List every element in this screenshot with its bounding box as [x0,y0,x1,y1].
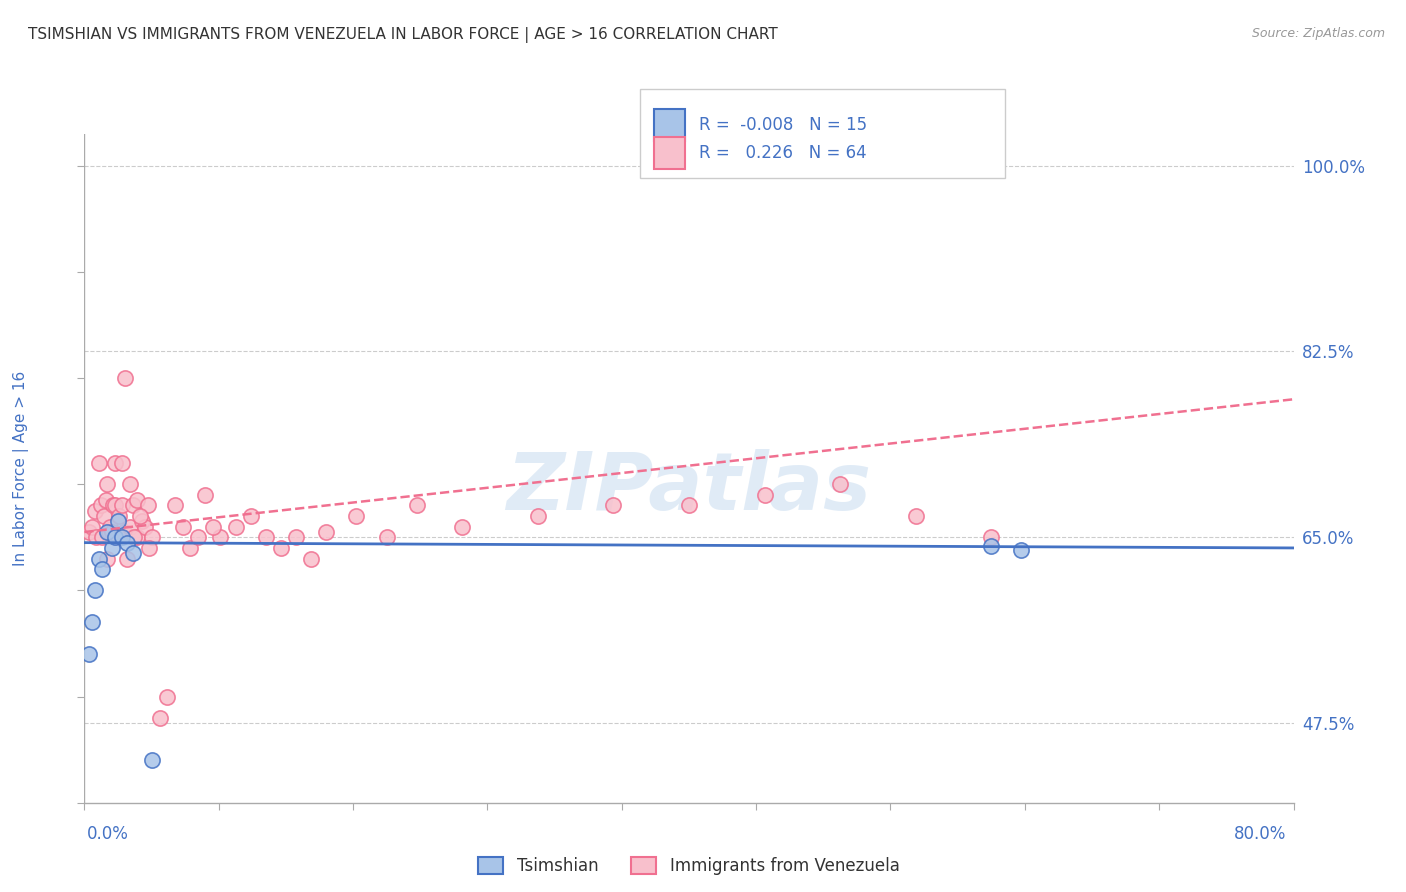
Point [107,515,129,529]
Point [86,530,108,544]
Point [111,456,134,470]
Point [104,499,127,513]
Point [254,530,277,544]
Point [122,530,145,544]
Text: ZIPatlas: ZIPatlas [506,450,872,527]
Point [115,551,138,566]
Point [96,551,118,566]
Point [115,535,138,549]
Point [172,519,194,533]
Point [89,456,111,470]
Text: In Labor Force | Age > 16: In Labor Force | Age > 16 [13,371,30,566]
Text: 80.0%: 80.0% [1234,825,1286,843]
Point [114,371,136,385]
Point [96,477,118,491]
Point [80,519,103,533]
Point [118,519,141,533]
Point [187,530,209,544]
Point [97,524,120,539]
Point [127,493,149,508]
Point [678,499,700,513]
Point [129,509,152,524]
Point [141,530,163,544]
Point [89,551,111,566]
Point [201,519,224,533]
Point [96,524,118,539]
Point [91,530,114,544]
Point [179,541,201,555]
Text: 0.0%: 0.0% [87,825,129,843]
Point [77,647,100,661]
Point [136,499,159,513]
Point [91,562,114,576]
Point [406,499,429,513]
Legend: Tsimshian, Immigrants from Venezuela: Tsimshian, Immigrants from Venezuela [471,850,907,881]
Point [94,493,117,508]
Text: R =  -0.008   N = 15: R = -0.008 N = 15 [699,116,868,134]
Point [98,519,121,533]
Point [108,509,131,524]
Point [602,499,624,513]
Point [100,541,122,555]
Point [121,546,143,560]
Point [299,551,322,566]
Text: R =   0.226   N = 64: R = 0.226 N = 64 [699,145,866,162]
Point [134,519,156,533]
Point [111,530,134,544]
Point [84,504,107,518]
Point [101,499,124,513]
Point [100,524,122,539]
Point [1011,543,1033,558]
Point [80,615,103,630]
Point [225,519,247,533]
Point [980,530,1002,544]
Text: TSIMSHIAN VS IMMIGRANTS FROM VENEZUELA IN LABOR FORCE | AGE > 16 CORRELATION CHA: TSIMSHIAN VS IMMIGRANTS FROM VENEZUELA I… [28,27,778,43]
Point [270,541,292,555]
Point [90,499,112,513]
Point [527,509,550,524]
Point [980,539,1002,553]
Point [285,530,308,544]
Point [127,530,149,544]
Point [84,583,107,598]
Point [346,509,368,524]
Point [149,711,172,725]
Point [165,499,187,513]
Point [754,488,776,502]
Point [141,753,163,767]
Point [107,530,129,544]
Point [111,499,134,513]
Point [209,530,232,544]
Point [104,456,127,470]
Point [112,524,135,539]
Text: Source: ZipAtlas.com: Source: ZipAtlas.com [1251,27,1385,40]
Point [104,530,127,544]
Point [131,515,153,529]
Point [156,690,179,704]
Point [375,530,398,544]
Point [118,477,141,491]
Point [121,499,143,513]
Point [239,509,262,524]
Point [93,509,115,524]
Point [451,519,474,533]
Point [138,541,160,555]
Point [105,530,128,544]
Point [194,488,217,502]
Point [315,524,337,539]
Point [77,524,100,539]
Point [830,477,852,491]
Point [904,509,927,524]
